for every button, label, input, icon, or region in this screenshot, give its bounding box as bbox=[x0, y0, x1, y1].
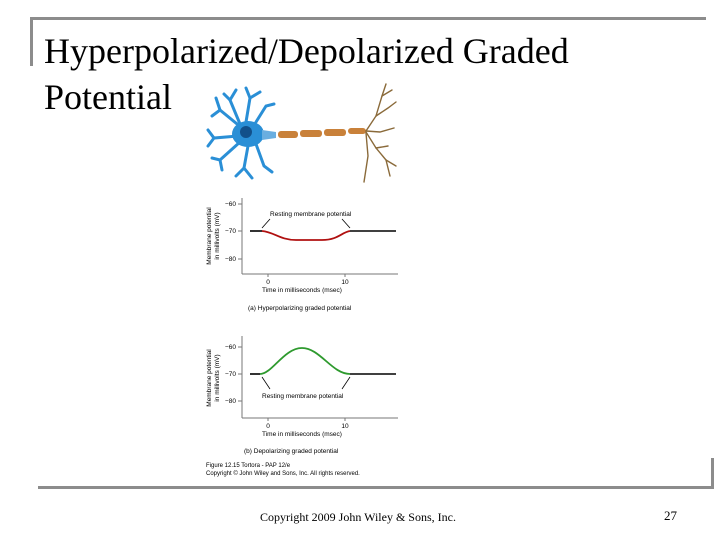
graph-b-ytick-70: −70 bbox=[225, 371, 236, 378]
graph-a-ytick-60: −60 bbox=[225, 201, 236, 208]
graph-b-annotation: Resting membrane potential bbox=[262, 393, 344, 400]
frame-top-line bbox=[30, 17, 706, 20]
graph-b-ytick-80: −80 bbox=[225, 398, 236, 405]
graph-depolarizing: Membrane potential in millivolts (mV) −6… bbox=[206, 336, 398, 455]
slide-title: Hyperpolarized/Depolarized Graded Potent… bbox=[44, 31, 569, 117]
graph-a-ylabel-line1: Membrane potential bbox=[206, 207, 213, 265]
figure-credit-line1: Figure 12.15 Tortora - PAP 12/e bbox=[206, 463, 291, 469]
graph-hyperpolarizing: Membrane potential in millivolts (mV) −6… bbox=[206, 198, 398, 312]
graph-a-hyperpolarizing-trace bbox=[261, 230, 351, 241]
graph-b-annotation-pointer-right bbox=[341, 376, 351, 390]
graph-b-xtick-10: 10 bbox=[341, 423, 349, 430]
graph-a-annotation: Resting membrane potential bbox=[270, 211, 352, 218]
graph-b-depolarizing-trace bbox=[259, 347, 351, 375]
frame-bottom-line bbox=[38, 486, 714, 489]
graph-b-ytick-60: −60 bbox=[225, 344, 236, 351]
graph-b-ylabel-line2: in millivolts (mV) bbox=[214, 354, 221, 401]
graph-a-caption: (a) Hyperpolarizing graded potential bbox=[248, 305, 352, 312]
page-number: 27 bbox=[664, 508, 677, 523]
frame-left-line bbox=[30, 17, 33, 66]
graph-a-xtick-0: 0 bbox=[266, 279, 270, 286]
graph-b-xlabel: Time in milliseconds (msec) bbox=[262, 431, 342, 438]
nucleus bbox=[240, 126, 252, 138]
graph-a-ytick-70: −70 bbox=[225, 228, 236, 235]
graded-potential-figure: Membrane potential in millivolts (mV) −6… bbox=[206, 198, 398, 477]
axon-hillock bbox=[262, 130, 276, 140]
graph-b-ylabel-line1: Membrane potential bbox=[206, 349, 213, 407]
axon-terminals bbox=[363, 83, 397, 183]
figure-credit-line2: Copyright © John Wiley and Sons, Inc. Al… bbox=[206, 470, 360, 477]
footer-copyright: Copyright 2009 John Wiley & Sons, Inc. bbox=[260, 510, 456, 524]
graph-b-annotation-pointer-left bbox=[261, 376, 271, 390]
graph-a-annotation-pointer-right bbox=[341, 218, 351, 229]
graph-b-caption: (b) Depolarizing graded potential bbox=[244, 448, 339, 455]
graph-b-xtick-0: 0 bbox=[266, 423, 270, 430]
axon-myelin bbox=[278, 128, 366, 138]
graph-a-annotation-pointer-left bbox=[261, 218, 271, 229]
graph-a-ylabel-line2: in millivolts (mV) bbox=[214, 212, 221, 259]
neuron-illustration bbox=[206, 83, 397, 183]
graph-a-xtick-10: 10 bbox=[341, 279, 349, 286]
frame-right-line bbox=[711, 458, 714, 489]
graph-a-ytick-80: −80 bbox=[225, 256, 236, 263]
graph-a-xlabel: Time in milliseconds (msec) bbox=[262, 287, 342, 294]
dendrites bbox=[206, 86, 276, 180]
